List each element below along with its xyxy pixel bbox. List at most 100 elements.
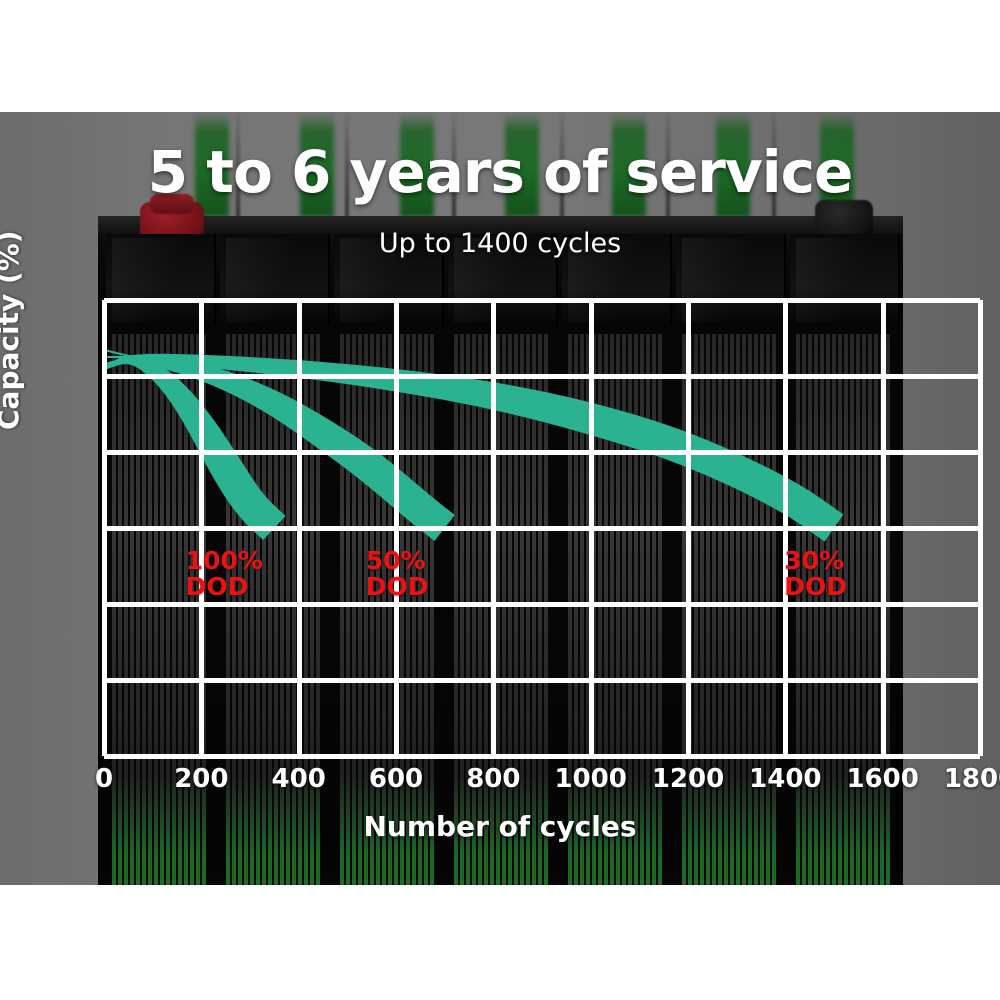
battery-plate [862, 334, 866, 885]
battery-plate [136, 334, 140, 885]
x-axis-tick-label: 1800 [943, 764, 1000, 794]
battery-plate [592, 334, 596, 885]
battery-plate [274, 334, 278, 885]
battery-case-lid [98, 216, 903, 234]
battery-plate [754, 334, 758, 885]
battery-cell-lid [562, 234, 672, 326]
battery-plate-stack [340, 334, 436, 885]
battery-plate [352, 334, 356, 885]
battery-cell-lid-shine [682, 238, 778, 322]
battery-plate [370, 334, 374, 885]
cell-top-green [400, 112, 434, 217]
battery-plate [724, 334, 728, 885]
battery-plate [538, 334, 542, 885]
battery-plate [526, 334, 530, 885]
battery-plate [142, 334, 146, 885]
battery-plate-stack [682, 334, 778, 885]
annotation-percent: 100% [185, 546, 263, 575]
battery-plate [682, 334, 686, 885]
x-axis-tick-label: 400 [271, 764, 326, 794]
battery-plate [730, 334, 734, 885]
cell-top-green [195, 112, 229, 217]
cell-top-green [716, 112, 750, 217]
battery-plate [460, 334, 464, 885]
battery-plate [808, 334, 812, 885]
battery-plate [418, 334, 422, 885]
battery-plate [292, 334, 296, 885]
cell-divider-rod [560, 112, 564, 217]
x-axis-tick-label: 1000 [554, 764, 627, 794]
battery-cell-lid-shine [340, 238, 436, 322]
battery-plate [196, 334, 200, 885]
battery-plate [496, 334, 500, 885]
battery-cell-lid [106, 234, 216, 326]
cell-divider-rod [666, 112, 670, 217]
battery-plate [124, 334, 128, 885]
plot-area: 100% DOD 50% DOD 30% DOD [102, 298, 983, 759]
battery-plate [364, 334, 368, 885]
battery-cell-lid [220, 234, 330, 326]
battery-plate [430, 334, 434, 885]
battery-plate [646, 334, 650, 885]
battery-plate [346, 334, 350, 885]
battery-plate [544, 334, 548, 885]
battery-plate-stack [112, 334, 208, 885]
battery-plate [598, 334, 602, 885]
annotation-dod-50: 50% DOD [365, 546, 429, 601]
battery-plate [226, 334, 230, 885]
capacity-curves [104, 349, 844, 542]
cell-divider-rod [345, 112, 349, 217]
x-axis-tick-label: 1600 [846, 764, 919, 794]
battery-plate [472, 334, 476, 885]
cell-top-green [505, 112, 539, 217]
curve-leadin-whisker [104, 356, 134, 365]
battery-plate [340, 334, 344, 885]
battery-plate [658, 334, 662, 885]
battery-cell-lid-shine [112, 238, 208, 322]
battery-plate [256, 334, 260, 885]
battery-plate [484, 334, 488, 885]
battery-plate [652, 334, 656, 885]
battery-plate [376, 334, 380, 885]
battery-plate [874, 334, 878, 885]
battery-plate [262, 334, 266, 885]
battery-plate [640, 334, 644, 885]
grid-line-horizontal [104, 754, 980, 759]
battery-plate [574, 334, 578, 885]
grid-line-horizontal [104, 450, 980, 455]
x-axis-tick-label: 800 [466, 764, 521, 794]
battery-plate [316, 334, 320, 885]
battery-plate [814, 334, 818, 885]
battery-plate [178, 334, 182, 885]
battery-plate [706, 334, 710, 885]
cell-divider-rod [236, 112, 240, 217]
battery-terminal-positive-cap [150, 194, 194, 214]
battery-plate [400, 334, 404, 885]
annotation-percent: 50% [365, 546, 426, 575]
battery-plate-stack [454, 334, 550, 885]
battery-plate [802, 334, 806, 885]
battery-plate-stack [568, 334, 664, 885]
battery-plate [250, 334, 254, 885]
battery-plate [166, 334, 170, 885]
battery-cell-lid-shine [796, 238, 892, 322]
battery-plate [130, 334, 134, 885]
battery-plate [742, 334, 746, 885]
battery-plate [832, 334, 836, 885]
battery-plate [232, 334, 236, 885]
battery-plate [238, 334, 242, 885]
cell-divider-rod [772, 112, 776, 217]
annotation-dod: DOD [784, 572, 848, 602]
grid-line-horizontal [104, 526, 980, 531]
battery-plate [586, 334, 590, 885]
battery-plate [718, 334, 722, 885]
battery-plate [622, 334, 626, 885]
battery-plate [532, 334, 536, 885]
battery-plate [268, 334, 272, 885]
battery-plate [172, 334, 176, 885]
battery-plate [190, 334, 194, 885]
battery-plate [160, 334, 164, 885]
annotation-dod-30: 30% DOD [784, 547, 848, 602]
battery-plate [286, 334, 290, 885]
